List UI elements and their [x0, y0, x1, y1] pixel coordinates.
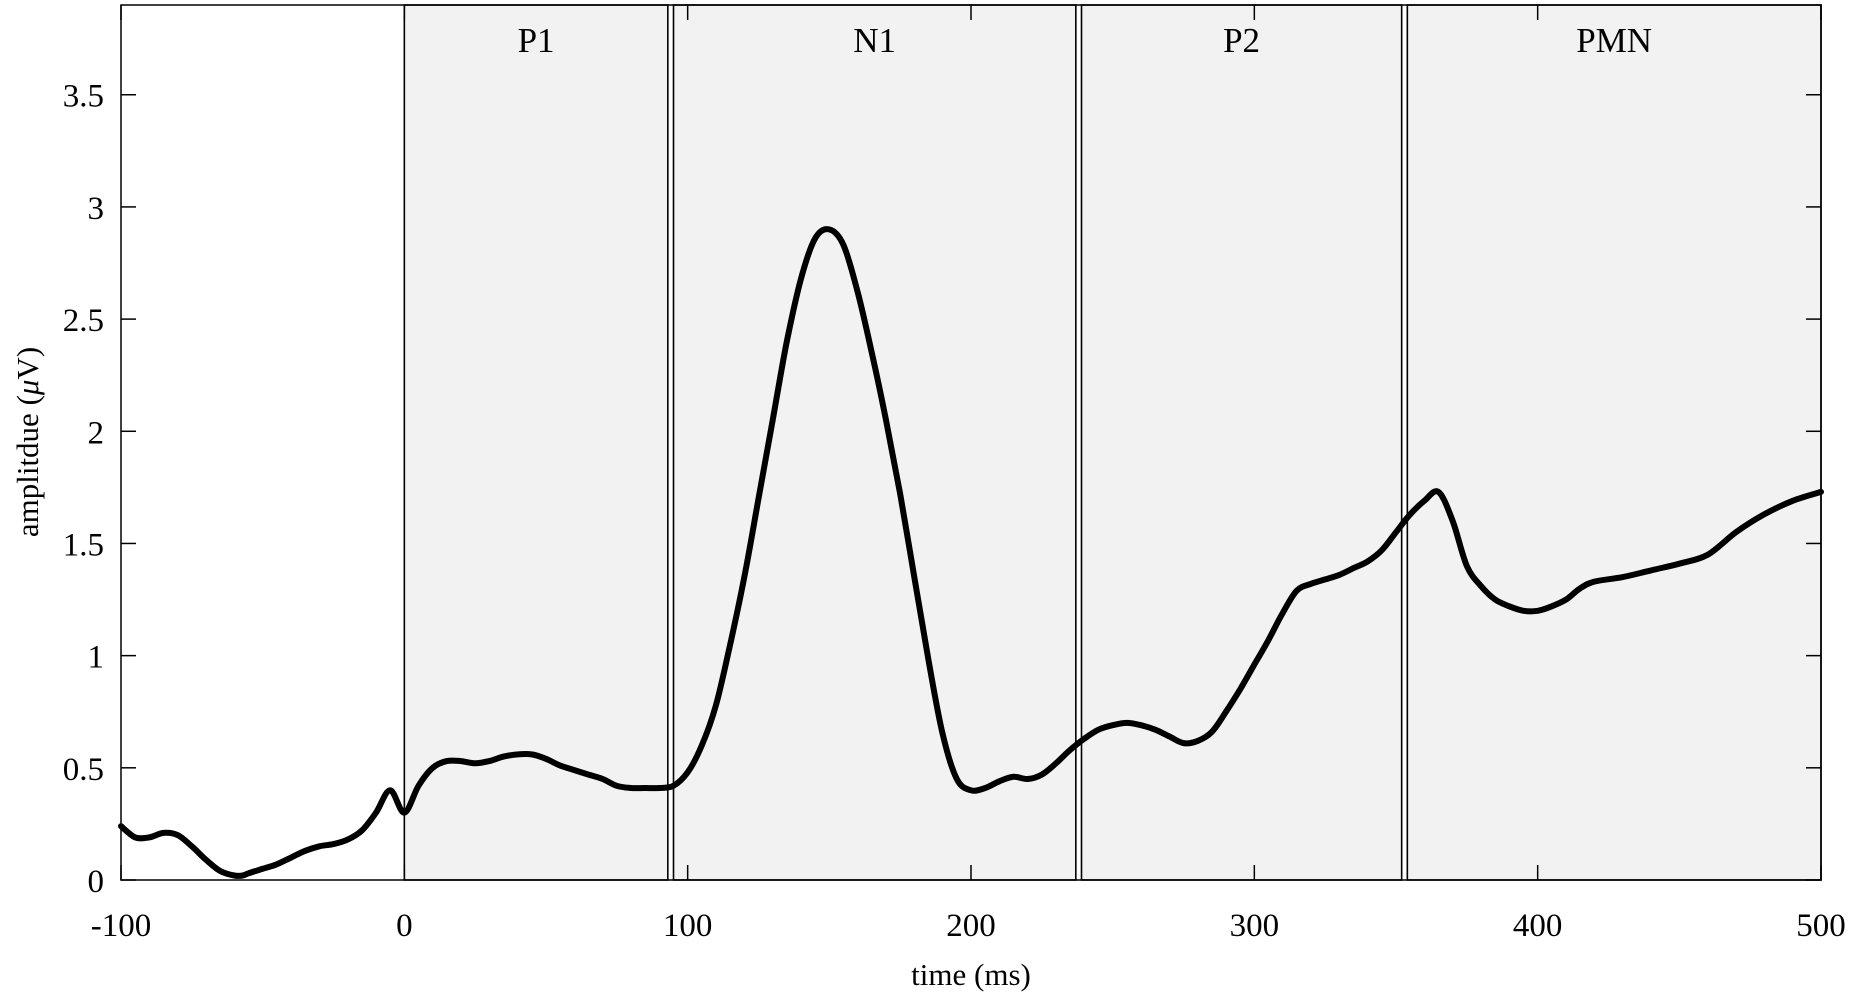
region-n1: N1 — [672, 4, 1077, 881]
y-tick-label: 3.5 — [63, 79, 104, 115]
y-axis-title: amplitdue (μV) — [10, 347, 45, 537]
region-label: P2 — [1223, 21, 1260, 60]
x-tick-label: -100 — [91, 908, 152, 944]
region-label: N1 — [853, 21, 896, 60]
region-p2: P2 — [1080, 4, 1403, 881]
y-tick-label: 1.5 — [63, 527, 104, 563]
y-tick-label: 2 — [88, 415, 105, 451]
plot-line-layer — [118, 226, 1824, 879]
plot-frame — [120, 4, 1822, 881]
component-regions: P1 N1 P2 PMN — [403, 4, 1822, 881]
data-series-line-0 — [118, 226, 1824, 879]
y-tick-label: 0 — [88, 864, 105, 900]
region-band — [672, 4, 1077, 881]
y-tick-label: 2.5 — [63, 303, 104, 339]
x-tick-label: 0 — [396, 908, 413, 944]
region-p1: P1 — [403, 4, 669, 881]
x-tick-label: 300 — [1230, 908, 1280, 944]
region-band — [1080, 4, 1403, 881]
x-tick-label: 400 — [1513, 908, 1563, 944]
x-tick-label: 500 — [1796, 908, 1846, 944]
region-pmn: PMN — [1406, 4, 1822, 881]
y-tick-label: 0.5 — [63, 752, 104, 788]
axis-ticks: -100 0 100 200 300 400 500 0 0.5 1 1.5 2 2.5 3 3.5 — [63, 5, 1846, 944]
region-band — [403, 4, 669, 881]
region-label: P1 — [518, 21, 555, 60]
region-label: PMN — [1576, 21, 1652, 60]
y-tick-label: 1 — [88, 640, 105, 676]
y-tick-label: 3 — [88, 191, 105, 227]
x-axis-title: time (ms) — [911, 957, 1031, 992]
region-band — [1406, 4, 1822, 881]
x-tick-label: 100 — [663, 908, 713, 944]
x-tick-label: 200 — [946, 908, 996, 944]
